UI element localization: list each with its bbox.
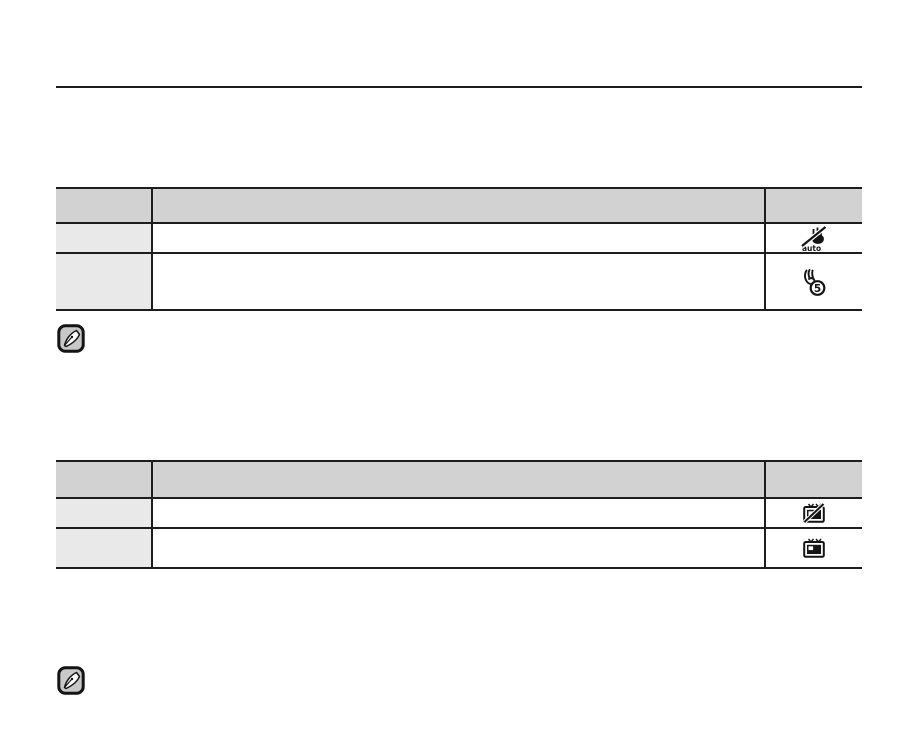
header-description-text — [153, 189, 764, 193]
table-2-header-cell-description — [153, 462, 766, 497]
row-label-text — [56, 529, 151, 533]
table-1-row-1-description-cell — [153, 224, 766, 252]
note-section-2 — [57, 666, 85, 713]
header-icon-text — [810, 478, 818, 482]
row-description-text — [153, 529, 764, 533]
hand-timer-5-icon: 5 — [802, 267, 827, 297]
table-1-row-2-description-cell — [153, 254, 766, 309]
table-1-row-1-label-cell — [56, 224, 153, 252]
availability-table-1: auto 5 — [56, 187, 862, 311]
table-2-row-2-icon-cell — [766, 529, 862, 567]
row-description-text — [153, 499, 764, 503]
hand-slash-auto-icon: auto — [800, 224, 828, 252]
row-label-text — [56, 499, 151, 503]
table-2-row-1-icon-cell — [766, 499, 862, 527]
table-2-row-1-label-cell — [56, 499, 153, 527]
header-icon-text — [810, 204, 818, 208]
table-1-row-2-label-cell — [56, 254, 153, 309]
table-2-row-2-label-cell — [56, 529, 153, 567]
table-1-header-row — [56, 187, 862, 222]
note-section-1 — [57, 324, 85, 371]
tv-icon — [803, 538, 825, 558]
row-description-text — [153, 224, 764, 228]
note-pencil-icon — [57, 324, 85, 353]
header-label-text — [56, 189, 151, 193]
header-label-text — [56, 462, 151, 466]
row-label-text — [56, 254, 151, 258]
table-2-row-2-description-cell — [153, 529, 766, 567]
table-1-header-cell-label — [56, 189, 153, 222]
table-row — [56, 497, 862, 527]
table-1-header-cell-icon — [766, 189, 862, 222]
row-description-text — [153, 254, 764, 258]
svg-text:5: 5 — [813, 282, 820, 294]
header-description-text — [153, 462, 764, 466]
table-2-header-cell-icon — [766, 462, 862, 497]
table-1-header-cell-description — [153, 189, 766, 222]
table-row: 5 — [56, 252, 862, 309]
note-pencil-icon — [57, 666, 85, 695]
table-2-header-row — [56, 460, 862, 497]
table-2-header-cell-label — [56, 462, 153, 497]
page-top-rule — [56, 86, 862, 88]
table-1-row-1-icon-cell: auto — [766, 224, 862, 252]
table-2-row-1-description-cell — [153, 499, 766, 527]
table-row — [56, 527, 862, 567]
tv-off-icon — [803, 503, 825, 523]
availability-table-2 — [56, 460, 862, 569]
table-row: auto — [56, 222, 862, 252]
row-label-text — [56, 224, 151, 228]
table-1-row-2-icon-cell: 5 — [766, 254, 862, 309]
svg-text:auto: auto — [802, 244, 821, 252]
